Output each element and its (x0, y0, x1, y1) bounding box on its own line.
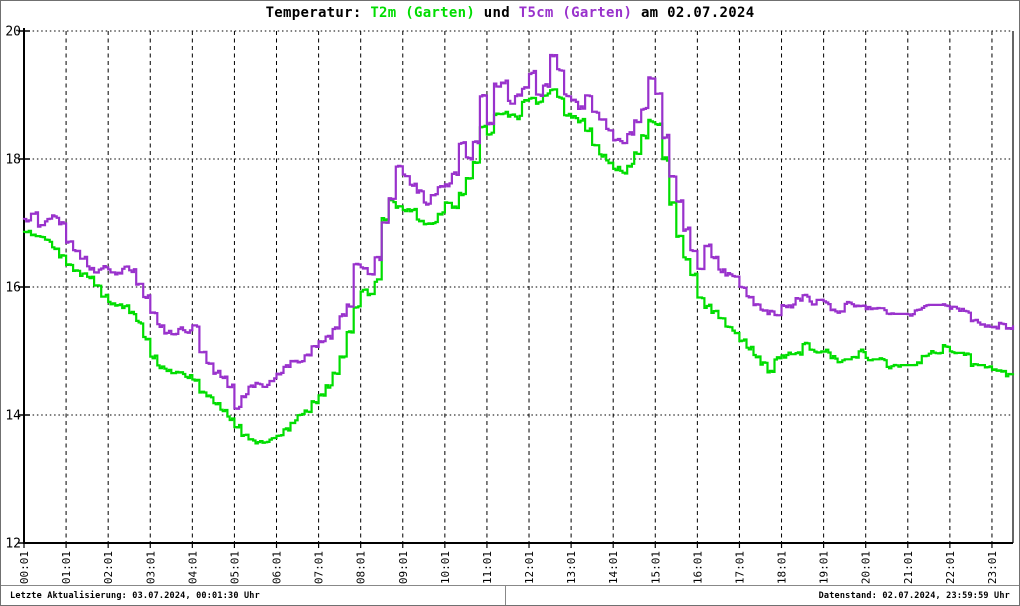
chart-title: Temperatur: T2m (Garten) und T5cm (Garte… (1, 5, 1019, 21)
x-tick-label: 06:01 (271, 551, 284, 584)
x-tick-labels: 00:01 01:01 02:01 03:01 04:01 05:01 06:01 07:01… (18, 543, 999, 584)
t2m-series-line (22, 88, 1015, 445)
title-conjunction: und (475, 5, 519, 21)
x-tick-label: 12:01 (523, 551, 536, 584)
x-tick-label: 20:01 (860, 551, 873, 584)
x-tick-label: 18:01 (776, 551, 789, 584)
x-tick-label: 23:01 (986, 551, 999, 584)
title-prefix: Temperatur: (265, 5, 371, 21)
x-tick-label: 09:01 (397, 551, 410, 584)
y-tick-label: 12 (5, 537, 21, 552)
x-tick-label: 21:01 (902, 551, 915, 584)
x-tick-label: 15:01 (649, 551, 662, 584)
x-tick-label: 07:01 (313, 551, 326, 584)
y-tick-label: 20 (5, 25, 21, 40)
x-tick-label: 02:01 (102, 551, 115, 584)
x-tick-label: 17:01 (733, 551, 746, 584)
y-tick-label: 16 (5, 281, 21, 296)
x-tick-label: 19:01 (818, 551, 831, 584)
x-tick-label: 05:01 (228, 551, 241, 584)
status-bar: Letzte Aktualisierung: 03.07.2024, 00:01… (1, 585, 1019, 605)
y-tick-label: 14 (5, 409, 21, 424)
title-date: am 02.07.2024 (632, 5, 755, 21)
title-series-t2m: T2m (Garten) (370, 5, 476, 21)
data-timestamp-status: Datenstand: 02.07.2024, 23:59:59 Uhr (818, 590, 1010, 601)
x-tick-label: 16:01 (691, 551, 704, 584)
y-tick-label: 18 (5, 153, 21, 168)
last-update-status: Letzte Aktualisierung: 03.07.2024, 00:01… (1, 586, 506, 605)
x-tick-label: 00:01 (18, 551, 31, 584)
y-tick-labels: 12 14 16 18 20 (5, 25, 30, 552)
x-tick-label: 14:01 (607, 551, 620, 584)
x-tick-label: 13:01 (565, 551, 578, 584)
x-tick-label: 03:01 (144, 551, 157, 584)
title-series-t5cm: T5cm (Garten) (518, 5, 633, 21)
x-tick-label: 22:01 (944, 551, 957, 584)
x-tick-label: 10:01 (439, 551, 452, 584)
t5cm-series-line (22, 53, 1015, 410)
x-tick-label: 01:01 (60, 551, 73, 584)
x-tick-label: 08:01 (355, 551, 368, 584)
x-tick-label: 04:01 (186, 551, 199, 584)
axes (23, 28, 1014, 544)
y-gridlines (24, 30, 1013, 416)
x-tick-label: 11:01 (481, 551, 494, 584)
